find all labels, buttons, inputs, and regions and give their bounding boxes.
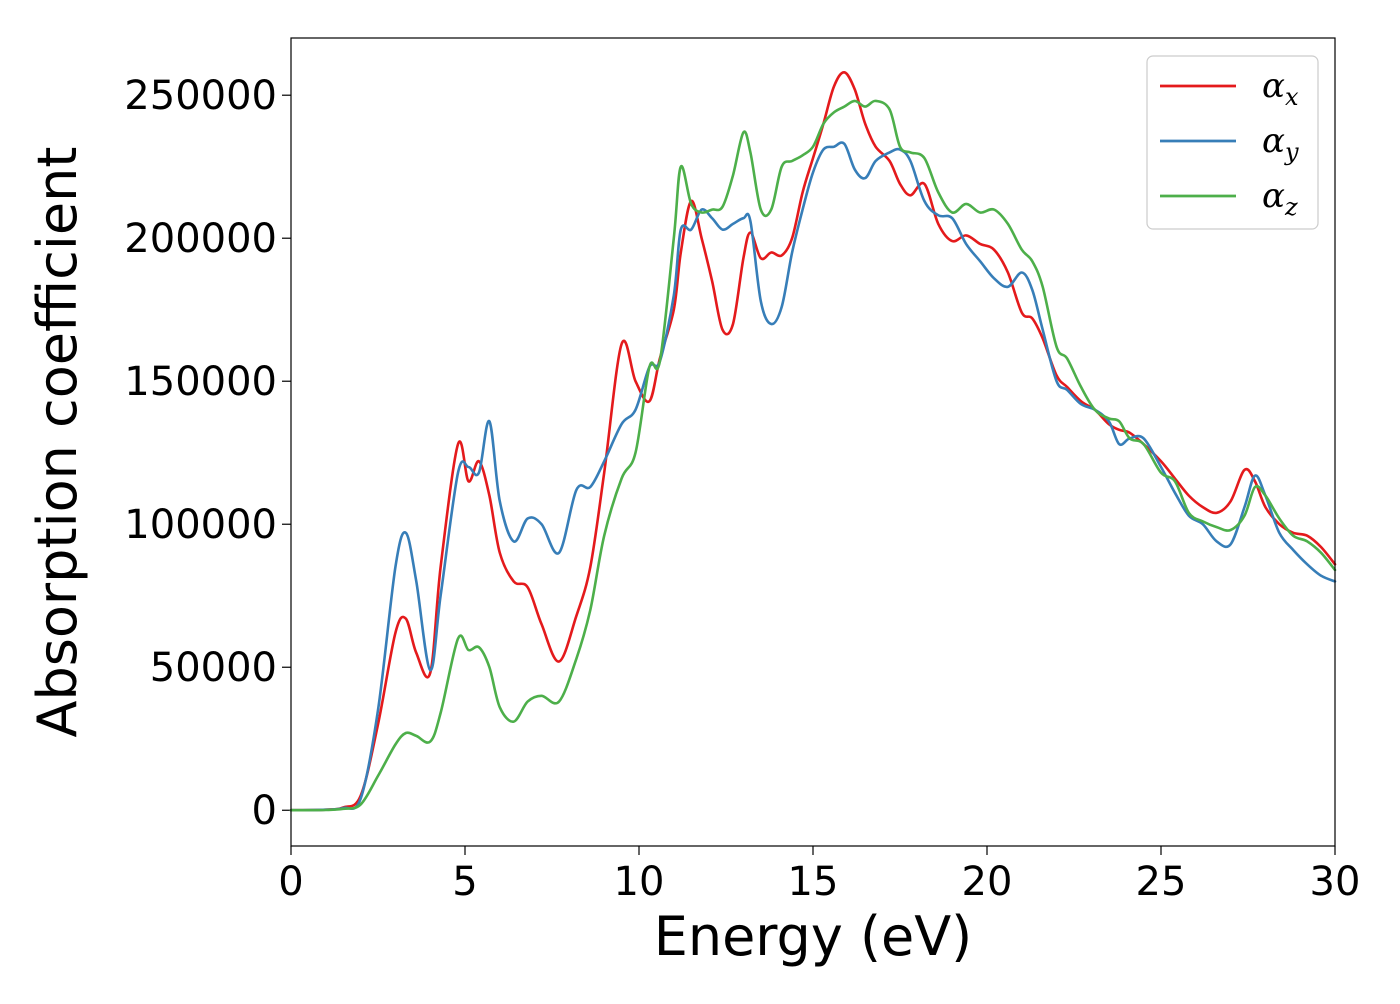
x-tick-label: 15 [788, 859, 839, 905]
legend-box [1146, 55, 1319, 230]
y-axis-label: Absorption coefficient [26, 147, 89, 738]
x-tick-label: 5 [452, 859, 477, 905]
y-tick-label: 200000 [124, 216, 277, 262]
series-line-3 [289, 99, 1337, 812]
legend-label: αz [1262, 176, 1298, 221]
y-tick-label: 100000 [124, 502, 277, 548]
legend-label: αy [1262, 121, 1299, 166]
x-tick-label: 20 [962, 859, 1013, 905]
series-lines [289, 71, 1337, 812]
y-tick-label: 150000 [124, 359, 277, 405]
series-line-2 [289, 141, 1337, 812]
y-axis-ticks: 0 50000 100000 150000 200000 250000 [124, 73, 291, 834]
y-tick-label: 0 [252, 788, 277, 834]
x-axis-label: Energy (eV) [654, 905, 973, 968]
y-tick-label: 50000 [150, 645, 277, 691]
x-tick-label: 0 [278, 859, 303, 905]
legend-label: αx [1262, 66, 1299, 111]
x-tick-label: 10 [614, 859, 665, 905]
x-tick-label: 30 [1310, 859, 1361, 905]
x-tick-label: 25 [1136, 859, 1187, 905]
x-axis-ticks: 0 5 10 15 20 25 30 [278, 846, 1360, 905]
legend: αx αy αz [1146, 55, 1319, 230]
plot-frame [290, 37, 1336, 847]
y-tick-label: 250000 [124, 73, 277, 119]
